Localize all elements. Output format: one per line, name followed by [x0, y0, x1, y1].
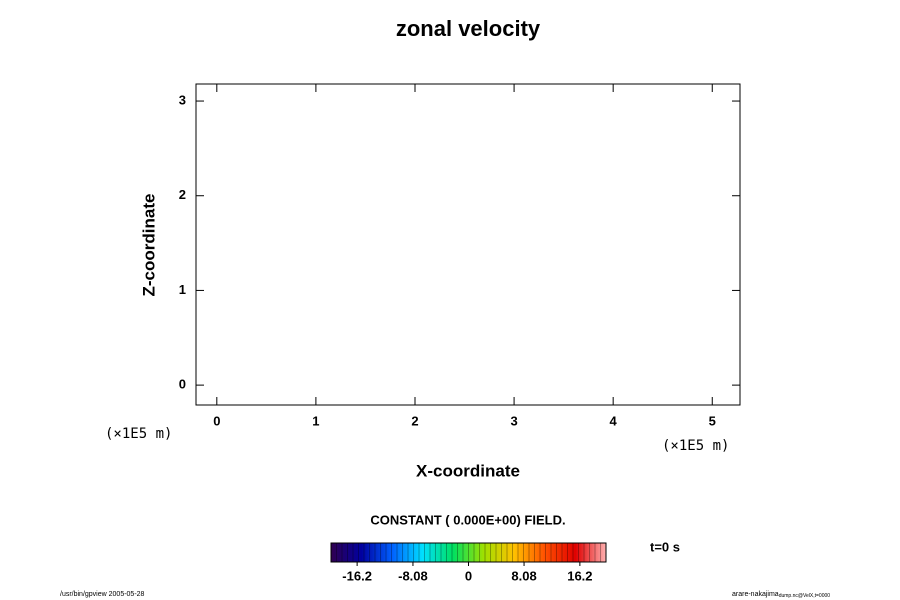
footer-sub: dump.nc@VelX,t=0000 — [779, 593, 831, 599]
x-tick-label: 0 — [213, 413, 220, 428]
x-tick-label: 2 — [411, 413, 418, 428]
footer: arare-nakajimadump.nc@VelX,t=0000 — [732, 591, 830, 599]
y-tick-label: 0 — [179, 377, 186, 392]
time-label: t=0 s — [650, 539, 680, 554]
y-axis-label: Z-coordinate — [139, 194, 158, 297]
footer-main: arare-nakajima — [732, 591, 779, 598]
x-unit: (×1E5 m) — [105, 426, 172, 442]
y-tick-label: 1 — [179, 282, 186, 297]
footer: /usr/bin/gpview 2005-05-28 — [60, 591, 145, 598]
colorbar-tick-label: 0 — [465, 568, 472, 583]
colorbar-tick-label: 16.2 — [567, 568, 592, 583]
colorbar-tick-label: -16.2 — [342, 568, 372, 583]
plot-frame — [195, 83, 741, 406]
colorbar-tick-label: -8.08 — [398, 568, 428, 583]
x-tick-label: 3 — [510, 413, 517, 428]
x-axis-label: X-coordinate — [416, 461, 520, 480]
y-tick-label: 3 — [179, 92, 186, 107]
field-note: CONSTANT ( 0.000E+00) FIELD. — [370, 512, 565, 527]
x-tick-label: 1 — [312, 413, 319, 428]
x-tick-label: 4 — [610, 413, 618, 428]
colorbar-tick-label: 8.08 — [511, 568, 536, 583]
x-unit: (×1E5 m) — [662, 438, 729, 454]
chart-title: zonal velocity — [396, 16, 541, 41]
y-tick-label: 2 — [179, 187, 186, 202]
x-tick-label: 5 — [709, 413, 716, 428]
